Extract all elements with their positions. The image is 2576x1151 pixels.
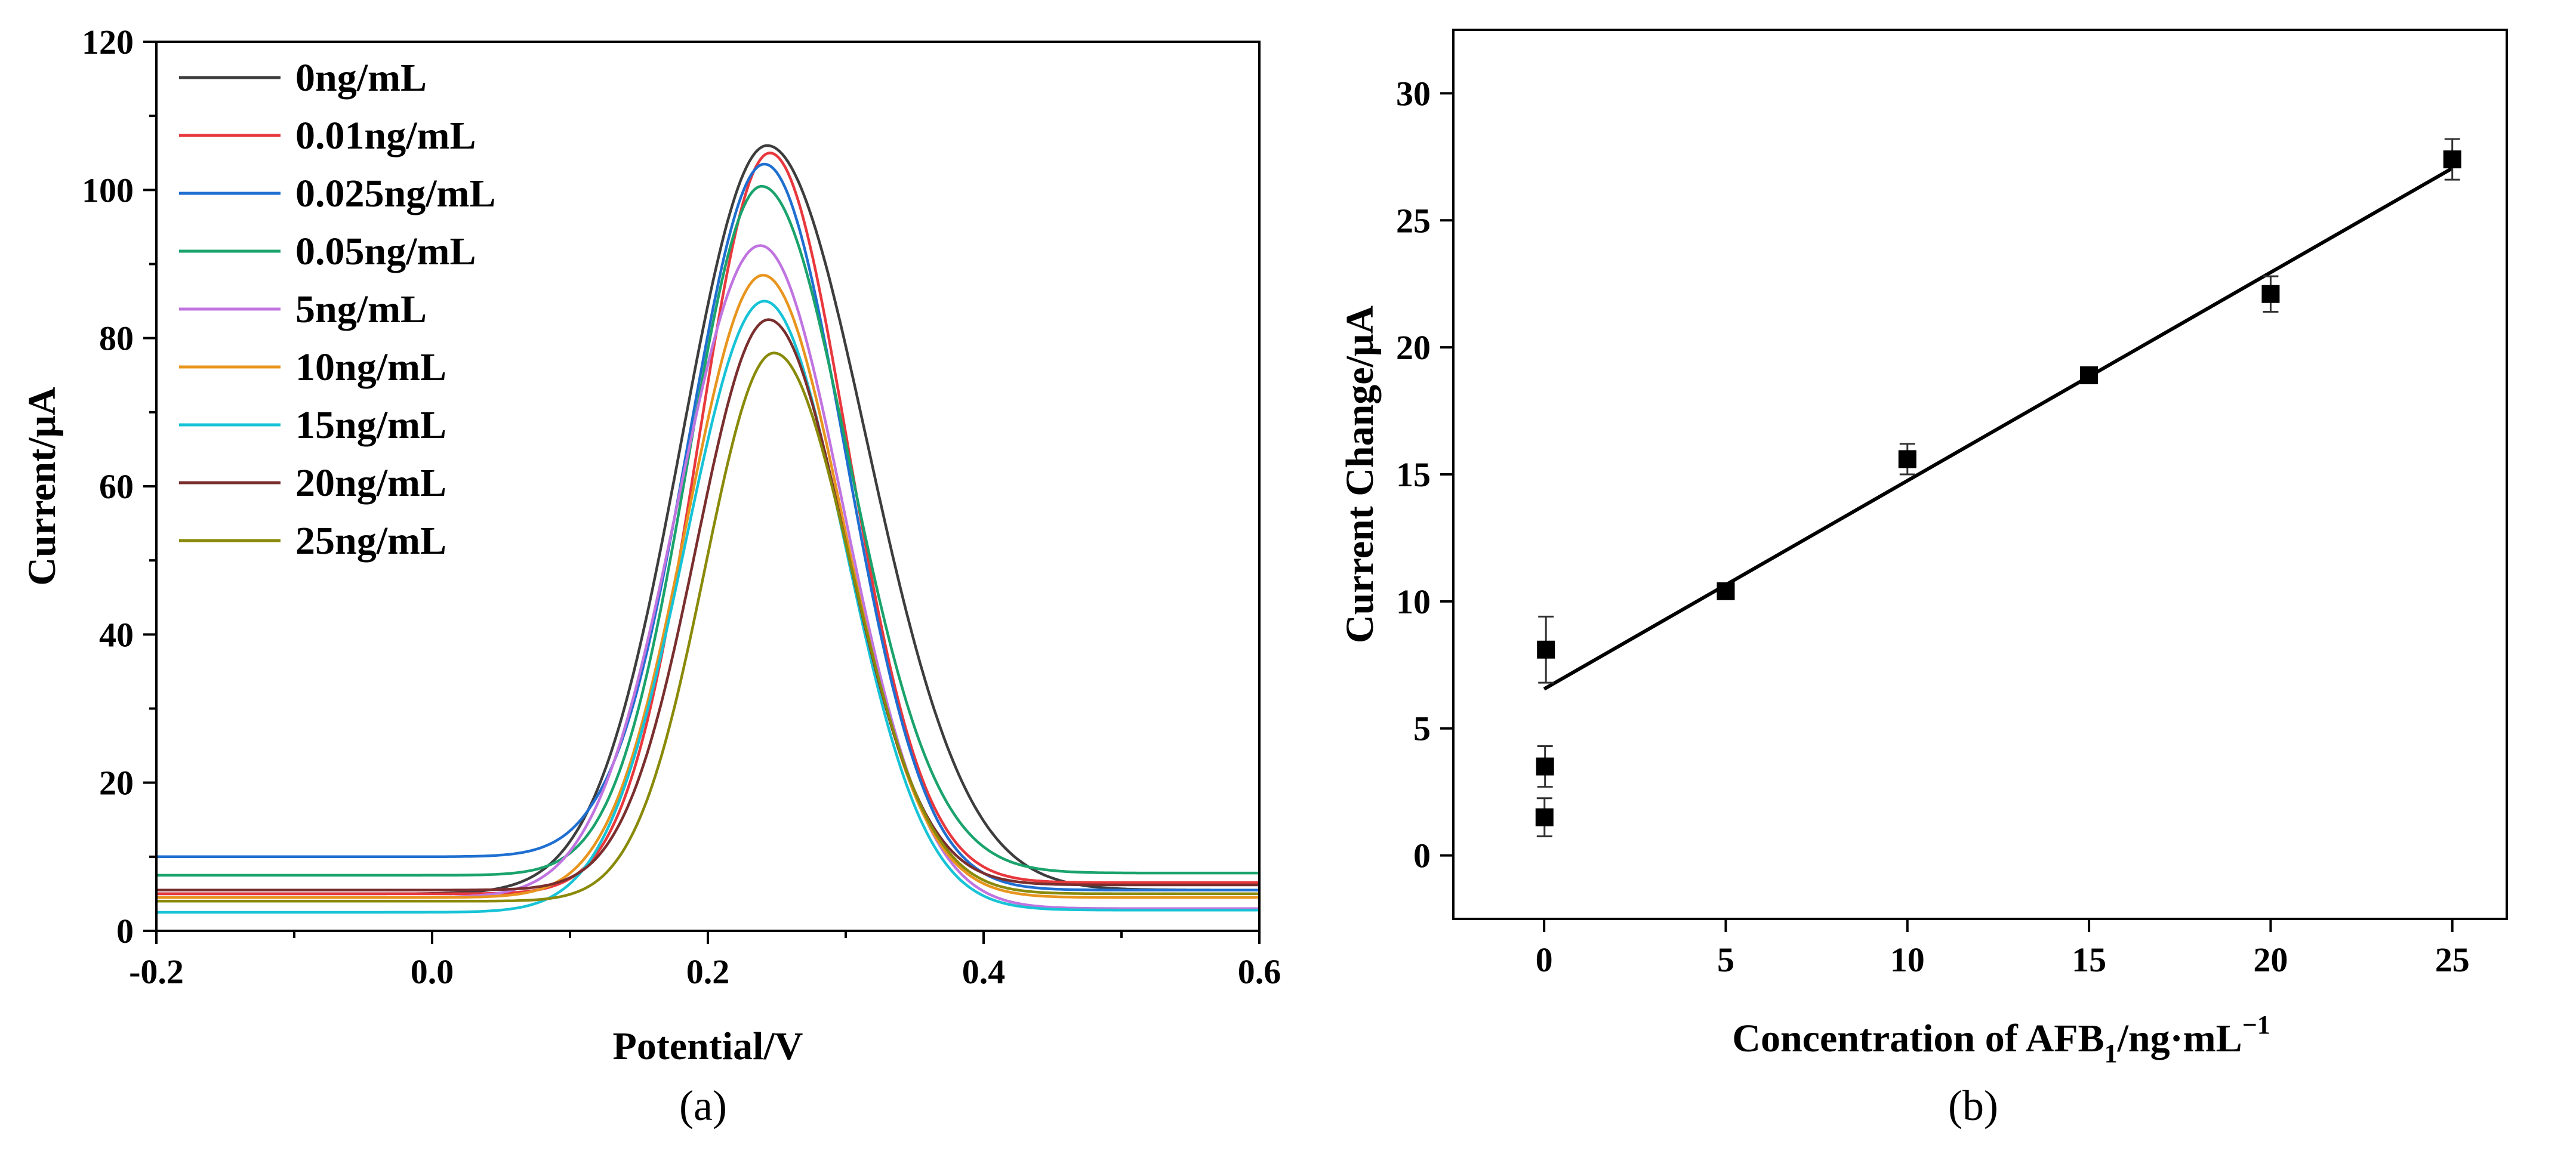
panel-b-chart: 0 5 10 15 20 25 0 5 10 15 20 25 30 Concentration of … <box>1338 29 2508 1130</box>
panel-a-y-axis-title: Current/μA <box>20 387 64 585</box>
trace-15ng-ml <box>156 300 1259 914</box>
panel-a-x-axis-title: Potential/V <box>613 1025 803 1068</box>
y-tick-label: 15 <box>1396 455 1431 494</box>
trace-25ng-ml <box>156 351 1259 903</box>
y-tick-label: 80 <box>99 319 134 358</box>
data-point <box>1717 582 1735 600</box>
panel-b-plot-frame <box>1452 29 2508 920</box>
y-tick-label: 40 <box>99 615 134 654</box>
trace-10ng-ml <box>156 273 1259 899</box>
x-tick-label: 25 <box>2435 940 2470 979</box>
legend-label: 20ng/mL <box>295 461 446 505</box>
legend-label: 0.01ng/mL <box>295 114 476 158</box>
y-tick-label: 20 <box>1396 328 1431 367</box>
legend: 0ng/mL 0.01ng/mL 0.025ng/mL 0.05ng/mL 5ng/mL… <box>179 56 496 563</box>
legend-label: 5ng/mL <box>295 288 427 331</box>
data-point <box>1537 640 1555 659</box>
x-tick-label: 0.2 <box>686 952 730 991</box>
x-tick-label: 20 <box>2253 940 2288 979</box>
x-tick-label: 10 <box>1890 940 1925 979</box>
y-tick-label: 100 <box>82 171 134 209</box>
trace-0-05ng-ml <box>156 185 1259 877</box>
y-tick-label: 5 <box>1413 709 1431 748</box>
x-tick-label: 5 <box>1717 940 1734 979</box>
y-tick-label: 20 <box>99 764 134 803</box>
y-tick-label: 120 <box>82 23 134 61</box>
legend-label: 25ng/mL <box>295 519 446 563</box>
legend-label: 0ng/mL <box>295 56 427 100</box>
x-tick-label: 15 <box>2072 940 2106 979</box>
panel-a-caption: (a) <box>679 1082 727 1130</box>
legend-label: 0.05ng/mL <box>295 230 476 273</box>
fit-line <box>1543 166 2454 691</box>
x-axis-title-main: Concentration of AFB <box>1732 1017 2104 1060</box>
y-tick-label: 10 <box>1396 582 1431 621</box>
legend-label: 10ng/mL <box>295 345 446 389</box>
trace-20ng-ml <box>156 318 1259 891</box>
voltammogram-traces <box>156 144 1259 914</box>
x-axis-title-superscript: −1 <box>2242 1010 2270 1039</box>
x-axis-title-rest: /ng·mL <box>2117 1017 2242 1060</box>
x-tick-label: 0 <box>1536 940 1553 979</box>
y-tick-label: 0 <box>116 912 134 951</box>
x-tick-label: -0.2 <box>129 952 184 991</box>
y-tick-label: 30 <box>1396 74 1431 113</box>
calibration-points <box>1535 138 2461 838</box>
trace-0-01ng-ml <box>156 152 1259 896</box>
x-tick-label: 0.6 <box>1238 952 1281 991</box>
data-point <box>2261 285 2280 303</box>
panel-a-chart: -0.2 0.0 0.2 0.4 0.6 0 20 40 60 80 100 120 0ng/mL 0.… <box>20 23 1281 1130</box>
panel-b-caption: (b) <box>1948 1082 1998 1130</box>
trace-0-025ng-ml <box>156 162 1259 891</box>
legend-label: 15ng/mL <box>295 403 446 447</box>
legend-label: 0.025ng/mL <box>295 172 496 215</box>
data-point <box>2443 150 2461 169</box>
y-tick-label: 0 <box>1413 837 1431 875</box>
data-point <box>1536 757 1554 776</box>
x-axis-title-subscript: 1 <box>2104 1039 2118 1068</box>
y-tick-label: 25 <box>1396 201 1431 240</box>
data-point <box>1898 450 1916 468</box>
panel-b-ticks: 0 5 10 15 20 25 0 5 10 15 20 25 30 <box>1396 74 2470 979</box>
linear-fit-line <box>1543 166 2454 691</box>
x-tick-label: 0.0 <box>411 952 454 991</box>
panel-b-y-axis-title: Current Change/μA <box>1338 306 1382 643</box>
data-point <box>1535 808 1554 826</box>
y-tick-label: 60 <box>99 467 134 506</box>
data-point <box>2080 366 2099 384</box>
x-tick-label: 0.4 <box>962 952 1006 991</box>
panel-b-x-axis-title: Concentration of AFB1/ng·mL−1 <box>1732 1010 2270 1068</box>
panel-a-ticks: -0.2 0.0 0.2 0.4 0.6 0 20 40 60 80 100 120 <box>82 23 1281 991</box>
